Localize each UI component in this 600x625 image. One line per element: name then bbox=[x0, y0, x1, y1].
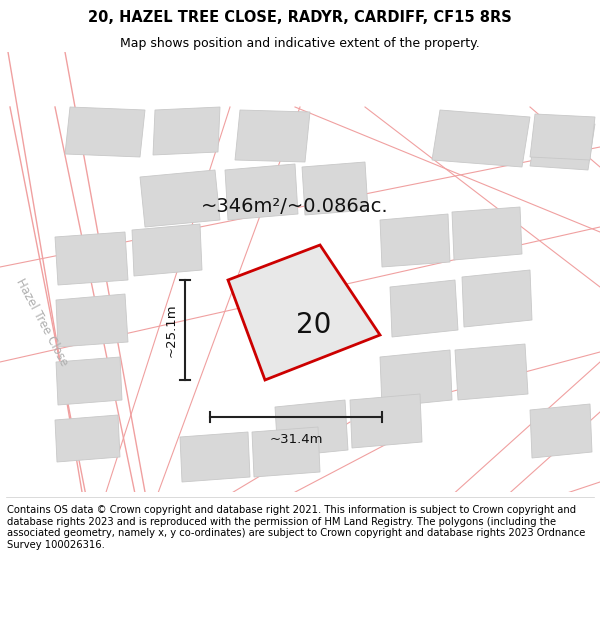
Polygon shape bbox=[350, 394, 422, 448]
Polygon shape bbox=[462, 270, 532, 327]
Polygon shape bbox=[295, 52, 600, 352]
Polygon shape bbox=[8, 52, 145, 492]
Polygon shape bbox=[530, 120, 595, 170]
Polygon shape bbox=[55, 415, 120, 462]
Polygon shape bbox=[140, 442, 260, 492]
Polygon shape bbox=[530, 114, 595, 160]
Polygon shape bbox=[180, 432, 250, 482]
Polygon shape bbox=[0, 212, 600, 382]
Polygon shape bbox=[0, 122, 600, 267]
Polygon shape bbox=[56, 357, 122, 405]
Text: ~25.1m: ~25.1m bbox=[164, 303, 178, 357]
Polygon shape bbox=[235, 110, 310, 162]
Polygon shape bbox=[65, 107, 145, 157]
Polygon shape bbox=[302, 162, 368, 215]
Polygon shape bbox=[56, 294, 128, 347]
Text: 20, HAZEL TREE CLOSE, RADYR, CARDIFF, CF15 8RS: 20, HAZEL TREE CLOSE, RADYR, CARDIFF, CF… bbox=[88, 11, 512, 26]
Polygon shape bbox=[390, 280, 458, 337]
Polygon shape bbox=[455, 344, 528, 400]
Polygon shape bbox=[275, 400, 348, 457]
Polygon shape bbox=[55, 232, 128, 285]
Text: Map shows position and indicative extent of the property.: Map shows position and indicative extent… bbox=[120, 38, 480, 51]
Polygon shape bbox=[530, 404, 592, 458]
Polygon shape bbox=[225, 164, 298, 220]
Polygon shape bbox=[140, 170, 220, 227]
Text: Hazel Tree Close: Hazel Tree Close bbox=[13, 276, 71, 368]
Polygon shape bbox=[380, 214, 450, 267]
Polygon shape bbox=[153, 107, 220, 155]
Polygon shape bbox=[452, 207, 522, 260]
Text: 20: 20 bbox=[296, 311, 331, 339]
Polygon shape bbox=[380, 350, 452, 407]
Text: ~346m²/~0.086ac.: ~346m²/~0.086ac. bbox=[201, 198, 389, 216]
Polygon shape bbox=[252, 427, 320, 477]
Text: Contains OS data © Crown copyright and database right 2021. This information is : Contains OS data © Crown copyright and d… bbox=[7, 505, 586, 550]
Polygon shape bbox=[228, 245, 380, 380]
Text: ~31.4m: ~31.4m bbox=[269, 433, 323, 446]
Polygon shape bbox=[132, 224, 202, 276]
Polygon shape bbox=[432, 110, 530, 167]
